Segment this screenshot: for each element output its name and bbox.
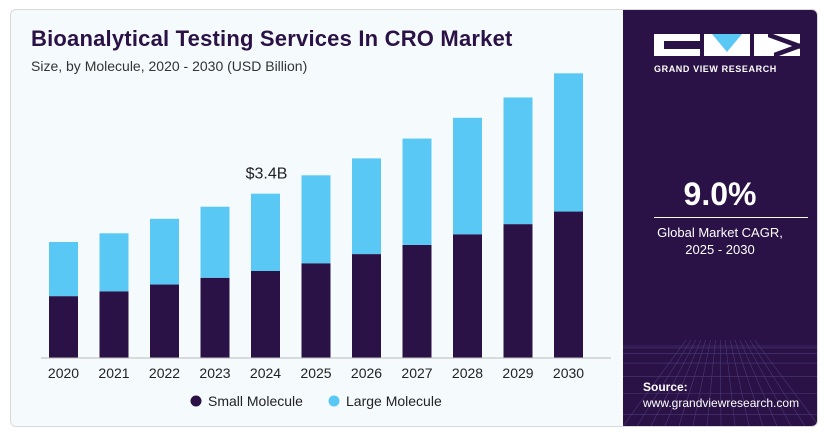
bar-small-2022: [150, 284, 179, 358]
logo-v-icon: [704, 34, 750, 56]
grid-line: [678, 340, 706, 426]
bar-small-2029: [503, 224, 533, 358]
x-tick-label: 2020: [48, 365, 79, 381]
cagr-label-line1: Global Market CAGR,: [657, 225, 783, 240]
bar-small-2026: [352, 254, 381, 358]
bar-large-2026: [352, 158, 381, 255]
grid-line: [739, 340, 778, 426]
chart-subtitle: Size, by Molecule, 2020 - 2030 (USD Bill…: [31, 58, 308, 74]
infographic-card: Bioanalytical Testing Services In CRO Ma…: [10, 9, 818, 427]
grid-line: [749, 340, 806, 426]
x-tick-label: 2029: [502, 365, 533, 381]
grid-line: [636, 340, 692, 426]
cagr-label: Global Market CAGR, 2025 - 2030: [623, 224, 817, 258]
brand-logo: GRAND VIEW RESEARCH: [654, 34, 800, 74]
x-tick-label: 2024: [250, 365, 281, 381]
bar-large-2022: [150, 218, 179, 285]
grid-line: [744, 340, 792, 426]
bar-small-2025: [301, 263, 331, 358]
x-tick-label: 2026: [351, 365, 382, 381]
bar-small-2027: [402, 244, 432, 358]
bar-large-2030: [554, 73, 583, 212]
bar-large-2025: [301, 175, 331, 264]
grid-line: [706, 340, 716, 426]
bar-small-2023: [200, 277, 230, 358]
bar-large-2029: [503, 97, 533, 225]
bar-small-2028: [453, 234, 482, 358]
cagr-value: 9.0%: [683, 176, 757, 212]
source-label: Source:: [643, 380, 688, 394]
legend-marker-large: [328, 395, 340, 407]
bar-large-2028: [453, 117, 482, 235]
logo-g-icon: [654, 34, 700, 56]
bar-small-2020: [49, 296, 78, 358]
grid-line: [650, 340, 697, 426]
grid-line: [623, 340, 687, 426]
cagr-label-line2: 2025 - 2030: [685, 242, 755, 257]
x-tick-label: 2028: [452, 365, 483, 381]
value-annotation: $3.4B: [246, 166, 288, 183]
chart-panel: Bioanalytical Testing Services In CRO Ma…: [11, 10, 623, 426]
brand-name: GRAND VIEW RESEARCH: [654, 64, 777, 74]
x-tick-label: 2025: [300, 365, 331, 381]
bar-large-2024: [251, 193, 280, 271]
bar-large-2020: [49, 242, 78, 297]
x-tick-label: 2027: [401, 365, 432, 381]
decorative-grid: [623, 340, 817, 426]
bar-large-2021: [99, 233, 129, 292]
grid-line: [720, 340, 722, 426]
source-url[interactable]: www.grandviewresearch.com: [643, 396, 800, 410]
legend-label: Small Molecule: [208, 393, 303, 409]
logo-r-icon: [754, 34, 800, 56]
grid-line: [664, 340, 702, 426]
bar-small-2024: [251, 271, 280, 358]
bar-large-2027: [402, 138, 432, 245]
bar-small-2030: [554, 211, 583, 358]
cagr-divider: [654, 217, 808, 218]
x-tick-label: 2030: [553, 365, 584, 381]
grid-line: [754, 340, 817, 424]
grid-line: [692, 340, 711, 426]
bar-large-2023: [200, 206, 230, 278]
grid-line: [729, 340, 750, 426]
grid-line: [724, 340, 736, 426]
legend-label: Large Molecule: [346, 393, 442, 409]
chart-title: Bioanalytical Testing Services In CRO Ma…: [31, 26, 513, 51]
x-tick-label: 2023: [199, 365, 230, 381]
bar-chart: 2020 2021 2022 2023 2024 $3.4B 2025 2026 2027 202…: [41, 73, 611, 409]
grid-line: [734, 340, 764, 426]
x-tick-label: 2022: [149, 365, 180, 381]
x-tick-label: 2021: [98, 365, 129, 381]
legend-marker-small: [190, 395, 202, 407]
bar-small-2021: [99, 291, 129, 358]
summary-panel: GRAND VIEW RESEARCH 9.0% Global Market C…: [623, 10, 817, 426]
